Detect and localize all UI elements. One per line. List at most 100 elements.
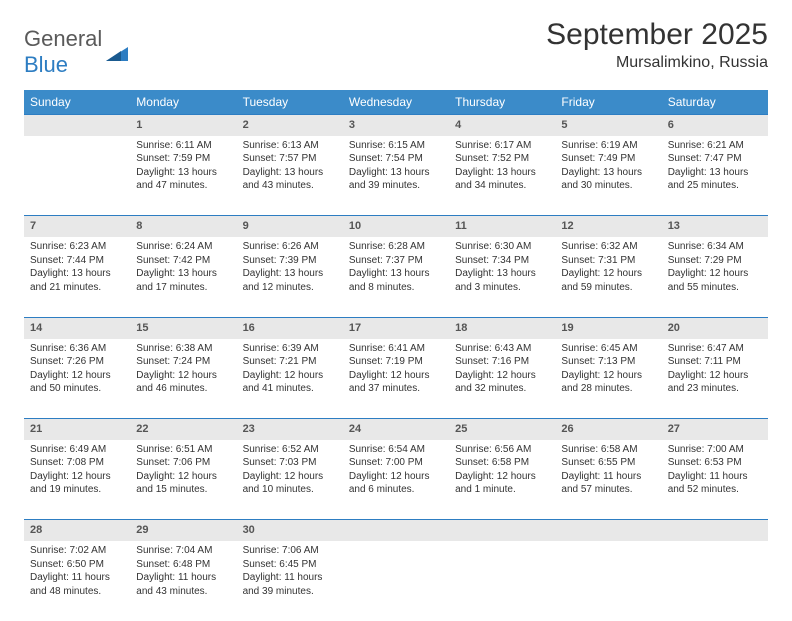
sunrise-text: Sunrise: 6:32 AM (561, 240, 655, 254)
day-detail-cell: Sunrise: 6:51 AMSunset: 7:06 PMDaylight:… (130, 440, 236, 520)
sunrise-text: Sunrise: 6:34 AM (668, 240, 762, 254)
sunrise-text: Sunrise: 6:47 AM (668, 342, 762, 356)
day-detail-cell: Sunrise: 6:45 AMSunset: 7:13 PMDaylight:… (555, 339, 661, 419)
sunrise-text: Sunrise: 6:23 AM (30, 240, 124, 254)
sunset-text: Sunset: 6:45 PM (243, 558, 337, 572)
logo-text-part2: Blue (24, 52, 68, 77)
sunset-text: Sunset: 7:24 PM (136, 355, 230, 369)
daylight-text: Daylight: 12 hours and 55 minutes. (668, 267, 762, 294)
sunrise-text: Sunrise: 6:24 AM (136, 240, 230, 254)
daylight-text: Daylight: 12 hours and 28 minutes. (561, 369, 655, 396)
day-detail-cell: Sunrise: 6:13 AMSunset: 7:57 PMDaylight:… (237, 136, 343, 216)
logo-triangle-icon (106, 43, 128, 61)
day-detail-cell (449, 541, 555, 621)
day-number-cell (662, 520, 768, 541)
daylight-text: Daylight: 13 hours and 25 minutes. (668, 166, 762, 193)
day-number-cell: 28 (24, 520, 130, 541)
sunset-text: Sunset: 7:42 PM (136, 254, 230, 268)
day-detail-cell: Sunrise: 6:54 AMSunset: 7:00 PMDaylight:… (343, 440, 449, 520)
sunrise-text: Sunrise: 6:45 AM (561, 342, 655, 356)
sunset-text: Sunset: 7:31 PM (561, 254, 655, 268)
sunrise-text: Sunrise: 6:19 AM (561, 139, 655, 153)
day-number-row: 282930 (24, 520, 768, 541)
day-detail-cell: Sunrise: 6:30 AMSunset: 7:34 PMDaylight:… (449, 237, 555, 317)
sunrise-text: Sunrise: 6:49 AM (30, 443, 124, 457)
day-detail-row: Sunrise: 6:49 AMSunset: 7:08 PMDaylight:… (24, 440, 768, 520)
day-number-cell: 10 (343, 216, 449, 237)
day-detail-cell: Sunrise: 6:47 AMSunset: 7:11 PMDaylight:… (662, 339, 768, 419)
daylight-text: Daylight: 13 hours and 8 minutes. (349, 267, 443, 294)
day-number-cell: 26 (555, 419, 661, 440)
sunset-text: Sunset: 6:58 PM (455, 456, 549, 470)
day-number-row: 21222324252627 (24, 419, 768, 440)
day-detail-cell: Sunrise: 6:38 AMSunset: 7:24 PMDaylight:… (130, 339, 236, 419)
daylight-text: Daylight: 11 hours and 52 minutes. (668, 470, 762, 497)
sunrise-text: Sunrise: 6:30 AM (455, 240, 549, 254)
daylight-text: Daylight: 13 hours and 47 minutes. (136, 166, 230, 193)
sunrise-text: Sunrise: 7:00 AM (668, 443, 762, 457)
day-detail-cell: Sunrise: 7:00 AMSunset: 6:53 PMDaylight:… (662, 440, 768, 520)
day-detail-cell: Sunrise: 7:06 AMSunset: 6:45 PMDaylight:… (237, 541, 343, 621)
day-number-cell (343, 520, 449, 541)
weekday-header: Thursday (449, 90, 555, 115)
logo-text-part1: General (24, 26, 102, 51)
day-detail-cell: Sunrise: 6:49 AMSunset: 7:08 PMDaylight:… (24, 440, 130, 520)
daylight-text: Daylight: 13 hours and 34 minutes. (455, 166, 549, 193)
day-detail-cell: Sunrise: 6:36 AMSunset: 7:26 PMDaylight:… (24, 339, 130, 419)
sunrise-text: Sunrise: 6:58 AM (561, 443, 655, 457)
day-detail-cell: Sunrise: 6:58 AMSunset: 6:55 PMDaylight:… (555, 440, 661, 520)
day-number-cell: 14 (24, 317, 130, 338)
sunset-text: Sunset: 7:16 PM (455, 355, 549, 369)
day-detail-cell: Sunrise: 6:24 AMSunset: 7:42 PMDaylight:… (130, 237, 236, 317)
day-number-cell: 4 (449, 115, 555, 136)
day-number-cell: 5 (555, 115, 661, 136)
sunset-text: Sunset: 7:00 PM (349, 456, 443, 470)
day-number-cell: 12 (555, 216, 661, 237)
sunset-text: Sunset: 7:34 PM (455, 254, 549, 268)
day-number-cell: 18 (449, 317, 555, 338)
day-detail-cell: Sunrise: 7:02 AMSunset: 6:50 PMDaylight:… (24, 541, 130, 621)
day-detail-cell: Sunrise: 6:19 AMSunset: 7:49 PMDaylight:… (555, 136, 661, 216)
sunset-text: Sunset: 7:19 PM (349, 355, 443, 369)
sunrise-text: Sunrise: 6:38 AM (136, 342, 230, 356)
daylight-text: Daylight: 12 hours and 59 minutes. (561, 267, 655, 294)
sunset-text: Sunset: 6:48 PM (136, 558, 230, 572)
day-number-cell: 6 (662, 115, 768, 136)
day-number-cell: 21 (24, 419, 130, 440)
day-number-cell: 22 (130, 419, 236, 440)
weekday-header-row: Sunday Monday Tuesday Wednesday Thursday… (24, 90, 768, 115)
logo: General Blue (24, 26, 128, 78)
daylight-text: Daylight: 12 hours and 32 minutes. (455, 369, 549, 396)
sunrise-text: Sunrise: 6:43 AM (455, 342, 549, 356)
day-number-cell: 20 (662, 317, 768, 338)
daylight-text: Daylight: 12 hours and 19 minutes. (30, 470, 124, 497)
daylight-text: Daylight: 13 hours and 3 minutes. (455, 267, 549, 294)
day-number-cell: 27 (662, 419, 768, 440)
sunset-text: Sunset: 6:53 PM (668, 456, 762, 470)
day-detail-cell (343, 541, 449, 621)
sunrise-text: Sunrise: 6:21 AM (668, 139, 762, 153)
day-detail-cell: Sunrise: 6:23 AMSunset: 7:44 PMDaylight:… (24, 237, 130, 317)
header: General Blue September 2025 Mursalimkino… (24, 18, 768, 78)
day-detail-cell (24, 136, 130, 216)
weekday-header: Friday (555, 90, 661, 115)
weekday-header: Tuesday (237, 90, 343, 115)
sunset-text: Sunset: 7:59 PM (136, 152, 230, 166)
day-number-cell: 23 (237, 419, 343, 440)
sunrise-text: Sunrise: 6:54 AM (349, 443, 443, 457)
day-detail-row: Sunrise: 7:02 AMSunset: 6:50 PMDaylight:… (24, 541, 768, 621)
day-number-cell: 16 (237, 317, 343, 338)
day-number-row: 78910111213 (24, 216, 768, 237)
sunset-text: Sunset: 7:26 PM (30, 355, 124, 369)
sunset-text: Sunset: 7:52 PM (455, 152, 549, 166)
day-number-cell (555, 520, 661, 541)
sunrise-text: Sunrise: 6:41 AM (349, 342, 443, 356)
sunset-text: Sunset: 7:08 PM (30, 456, 124, 470)
day-detail-cell: Sunrise: 7:04 AMSunset: 6:48 PMDaylight:… (130, 541, 236, 621)
day-number-cell: 3 (343, 115, 449, 136)
day-detail-cell (555, 541, 661, 621)
day-number-row: 123456 (24, 115, 768, 136)
day-detail-cell: Sunrise: 6:32 AMSunset: 7:31 PMDaylight:… (555, 237, 661, 317)
sunset-text: Sunset: 7:29 PM (668, 254, 762, 268)
daylight-text: Daylight: 11 hours and 39 minutes. (243, 571, 337, 598)
